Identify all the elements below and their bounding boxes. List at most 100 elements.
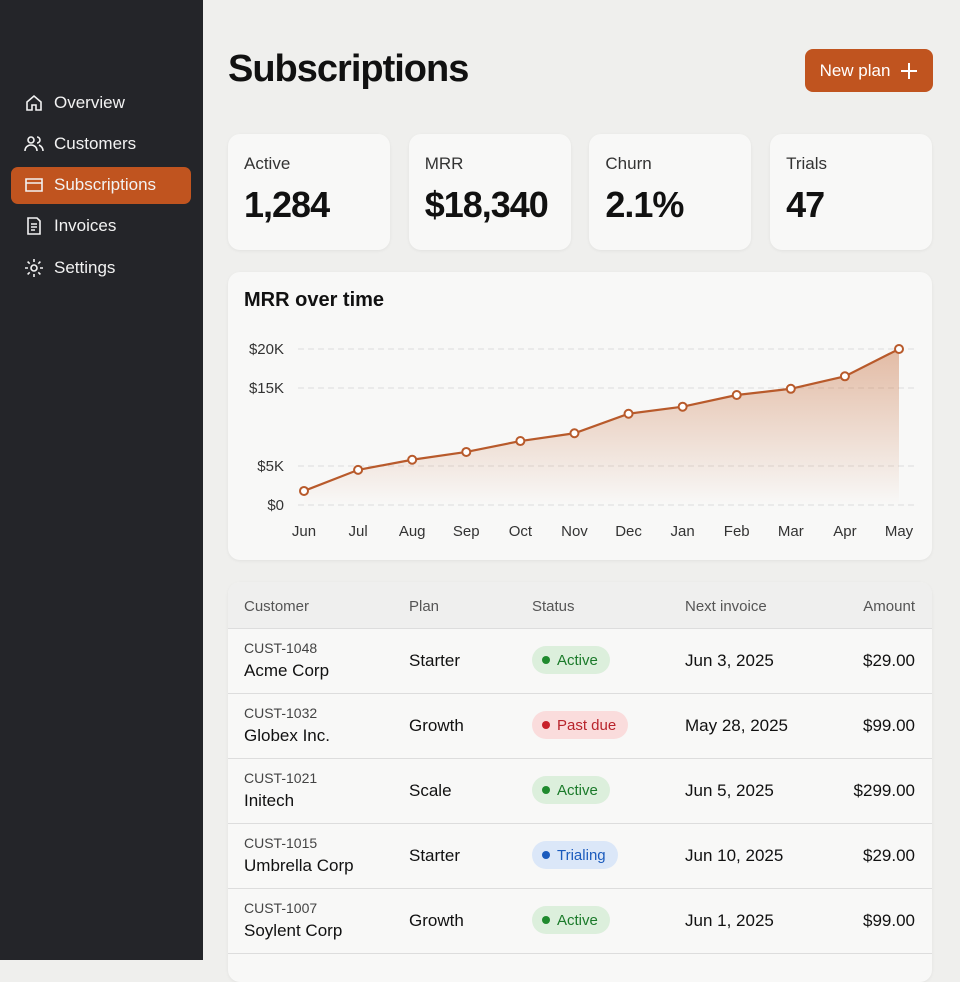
x-tick-label: Jul: [348, 523, 367, 540]
point: [894, 344, 904, 354]
subscriptions-table: Customer Plan Status Next invoice Amount CUST…: [228, 582, 932, 982]
plan: Scale: [409, 781, 452, 800]
point: [461, 446, 472, 457]
point: [677, 401, 688, 412]
stat-card: MRR $18,340: [408, 134, 571, 250]
customer-name: Umbrella Corp: [244, 856, 354, 875]
chart-card: MRR over time $0 $5K $15K $20K Jun Jul Aug Sep O…: [228, 272, 932, 560]
x-tick-label: May: [885, 523, 914, 540]
table-row[interactable]: [228, 888, 932, 954]
customer-name: Globex Inc.: [244, 726, 330, 745]
new-plan-button[interactable]: New plan: [805, 49, 933, 92]
stat-value: $18,340: [424, 184, 549, 225]
table-header-bg: [228, 582, 932, 629]
column-header: Next invoice: [685, 598, 767, 615]
nav-item[interactable]: Invoices: [11, 208, 191, 245]
nav-item[interactable]: Settings: [11, 249, 191, 286]
table-row[interactable]: [228, 758, 932, 824]
nav-label: Invoices: [54, 216, 117, 236]
stat-label: Churn: [605, 154, 652, 173]
nav-item[interactable]: Overview: [11, 84, 191, 121]
status-dot: [542, 916, 550, 924]
y-tick-label: $15K: [249, 380, 284, 397]
x-tick-label: Apr: [833, 523, 856, 540]
y-tick-label: $20K: [249, 341, 284, 358]
status-dot: [542, 656, 550, 664]
column-header: Status: [532, 598, 575, 615]
nav-item[interactable]: Customers: [11, 125, 191, 162]
chart: MRR over time $0 $5K $15K $20K Jun Jul Aug Sep O…: [244, 289, 914, 540]
customer-name: Soylent Corp: [244, 921, 343, 940]
next-invoice: May 28, 2025: [685, 716, 789, 735]
status-pill: Active: [532, 906, 610, 934]
customer-name: Initech: [244, 791, 295, 810]
icon-shape: [25, 258, 43, 277]
x-tick-label: Dec: [615, 523, 642, 540]
status-pill: Past due: [532, 711, 629, 739]
column-header: Plan: [409, 598, 440, 615]
status-dot: [542, 786, 550, 794]
point: [623, 408, 634, 419]
nav-icon: [24, 135, 44, 151]
point: [515, 436, 526, 447]
stat-value: 47: [786, 184, 825, 225]
x-tick-label: Nov: [561, 523, 588, 540]
status-label: Trialing: [557, 846, 606, 864]
x-tick-label: Jan: [671, 523, 695, 540]
point: [299, 485, 309, 496]
stat-card: Churn 2.1%: [589, 134, 752, 250]
next-invoice: Jun 3, 2025: [685, 651, 774, 670]
nav-icon: [26, 94, 42, 111]
nav-label: Customers: [54, 133, 137, 153]
stat-value: 1,284: [244, 184, 330, 225]
customer-name: Acme Corp: [244, 661, 330, 680]
amount: $29.00: [863, 846, 915, 865]
chart-title: MRR over time: [244, 289, 384, 311]
plan: Growth: [409, 716, 464, 735]
table-row[interactable]: [228, 628, 932, 694]
nav-icon: [25, 178, 43, 192]
status-label: Past due: [557, 716, 617, 734]
status-pill: Active: [532, 776, 610, 804]
customer-id: CUST-1015: [244, 835, 318, 851]
nav-item[interactable]: Subscriptions: [11, 166, 191, 204]
point: [785, 383, 796, 394]
point: [407, 454, 418, 465]
status-dot: [542, 851, 550, 859]
nav-icon: [27, 217, 41, 236]
status-label: Active: [557, 651, 598, 669]
customer-id: CUST-1032: [244, 705, 318, 721]
x-tick-label: Mar: [778, 523, 804, 540]
plan: Starter: [409, 846, 461, 865]
area: [304, 349, 899, 505]
stat-card: Trials 47: [770, 134, 933, 250]
x-tick-label: Sep: [453, 523, 480, 540]
status-pill: Active: [532, 646, 610, 674]
x-tick-label: Oct: [509, 523, 533, 540]
column-header: Amount: [863, 598, 915, 615]
table-row[interactable]: [228, 823, 932, 889]
status-label: Active: [557, 911, 598, 929]
page-title: Subscriptions: [228, 48, 469, 90]
status-dot: [542, 721, 550, 729]
point: [569, 428, 580, 439]
button-label: New plan: [819, 60, 891, 80]
nav-label: Subscriptions: [54, 175, 157, 195]
status-pill: Trialing: [532, 841, 618, 869]
column-header: Customer: [244, 598, 310, 615]
icon-shape: [24, 135, 44, 151]
stat-label: MRR: [424, 154, 464, 173]
status-label: Active: [557, 781, 598, 799]
page: Overview Customers Subscriptions Invoices Se…: [0, 0, 933, 960]
line: [303, 348, 900, 492]
nav-label: Settings: [54, 257, 116, 277]
table-row[interactable]: [228, 693, 932, 759]
stat-label: Active: [244, 154, 291, 173]
point: [353, 464, 364, 475]
icon-shape: [25, 178, 43, 192]
amount: $99.00: [863, 911, 915, 930]
next-invoice: Jun 1, 2025: [685, 911, 774, 930]
amount: $29.00: [863, 651, 915, 670]
icon-shape: [26, 94, 42, 111]
y-tick-label: $5K: [257, 458, 284, 475]
